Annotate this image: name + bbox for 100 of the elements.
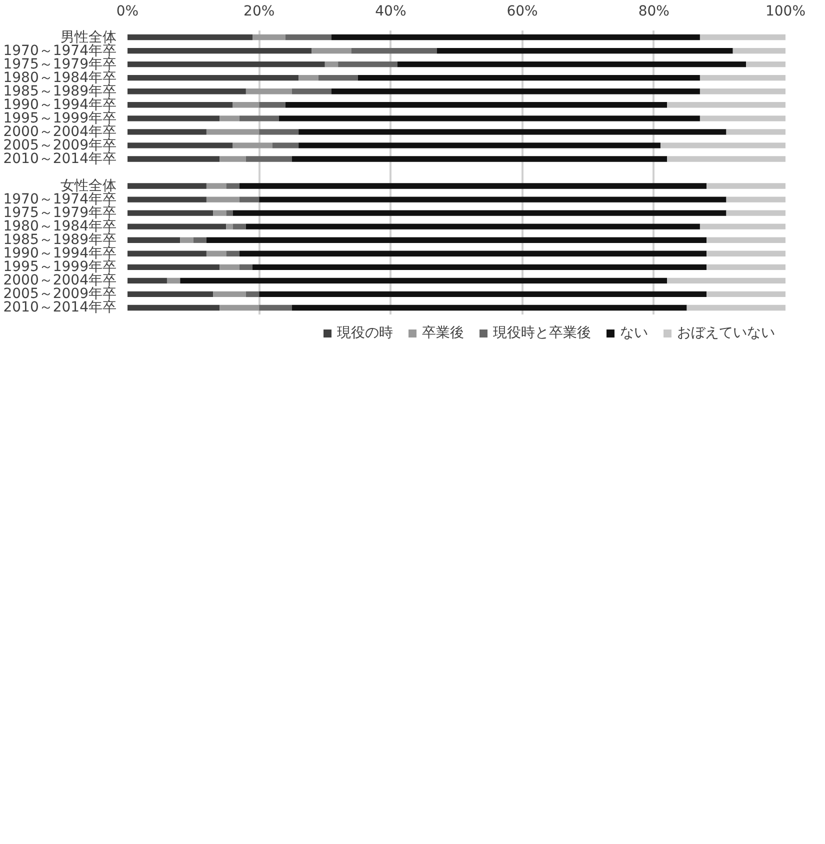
bar — [351, 48, 437, 54]
bar — [239, 250, 707, 256]
bar — [358, 74, 700, 81]
bar — [252, 34, 286, 40]
bar — [324, 61, 338, 68]
bar — [232, 142, 272, 148]
bar — [232, 210, 726, 216]
bar — [128, 74, 299, 81]
bar — [298, 142, 660, 148]
bar — [128, 291, 214, 298]
bar — [285, 34, 332, 40]
bar — [436, 48, 733, 54]
bar — [318, 74, 358, 81]
bar — [206, 250, 226, 256]
bar — [239, 116, 279, 122]
bar — [180, 237, 194, 243]
bar — [700, 88, 786, 94]
bar — [686, 304, 786, 311]
bar — [706, 264, 786, 270]
bar — [700, 34, 786, 40]
bar — [206, 196, 240, 202]
bar — [128, 237, 180, 243]
bar — [128, 224, 226, 230]
bar — [220, 116, 240, 122]
bar — [292, 304, 687, 311]
bar — [220, 304, 260, 311]
bar — [706, 183, 786, 189]
bar — [239, 183, 707, 189]
bar — [285, 102, 668, 108]
bar — [726, 196, 786, 202]
y-tick-label: 2010～2014年卒 — [3, 150, 117, 167]
bar — [726, 129, 786, 135]
bar — [259, 304, 292, 311]
bar — [259, 102, 286, 108]
bar — [128, 129, 206, 135]
bar — [232, 224, 246, 230]
bar — [246, 156, 292, 162]
bar — [128, 102, 233, 108]
bar — [239, 196, 260, 202]
bar — [128, 88, 246, 94]
bar — [220, 264, 240, 270]
bar — [259, 129, 299, 135]
x-tick-label: 100% — [765, 4, 806, 20]
legend-label: ない — [620, 324, 648, 342]
bar — [706, 291, 786, 298]
bar — [312, 48, 352, 54]
bar — [331, 34, 700, 40]
bar — [272, 142, 299, 148]
bar — [206, 129, 260, 135]
bar — [226, 183, 240, 189]
bar — [706, 250, 786, 256]
bar — [128, 34, 253, 40]
bar — [278, 116, 700, 122]
bar — [128, 210, 214, 216]
bar — [246, 88, 292, 94]
x-tick-label: 0% — [116, 4, 139, 20]
bar — [206, 183, 226, 189]
bar — [660, 142, 786, 148]
bar — [252, 264, 707, 270]
bar — [128, 250, 206, 256]
bar — [128, 48, 312, 54]
bar — [128, 278, 167, 284]
bar — [298, 74, 318, 81]
bar — [397, 61, 746, 68]
bar — [667, 102, 786, 108]
bar — [180, 278, 668, 284]
bar — [128, 156, 220, 162]
bar — [128, 264, 220, 270]
bar — [128, 183, 206, 189]
bar — [292, 88, 332, 94]
x-tick-label: 60% — [506, 4, 538, 20]
bar — [239, 264, 253, 270]
bar — [292, 156, 668, 162]
legend-label: 現役の時 — [337, 324, 393, 342]
bar — [246, 224, 700, 230]
bar — [226, 250, 240, 256]
bar — [232, 102, 260, 108]
legend-label: 現役時と卒業後 — [493, 324, 591, 342]
bar — [726, 210, 786, 216]
bar — [259, 291, 707, 298]
bar — [259, 196, 726, 202]
bar — [128, 142, 233, 148]
bar — [700, 224, 786, 230]
legend-label: 卒業後 — [422, 324, 464, 342]
bar — [331, 88, 700, 94]
bar — [706, 237, 786, 243]
bar — [667, 156, 786, 162]
bar — [220, 156, 246, 162]
legend-label: おぼえていない — [677, 324, 775, 342]
bar — [128, 196, 206, 202]
x-tick-label: 40% — [375, 4, 406, 20]
bar — [128, 304, 220, 311]
bar — [226, 224, 233, 230]
bar — [700, 74, 786, 81]
bar — [128, 116, 220, 122]
bar — [732, 48, 786, 54]
bar — [700, 116, 786, 122]
bar — [298, 129, 726, 135]
y-tick-label: 2010～2014年卒 — [3, 300, 117, 316]
bar — [246, 291, 260, 298]
